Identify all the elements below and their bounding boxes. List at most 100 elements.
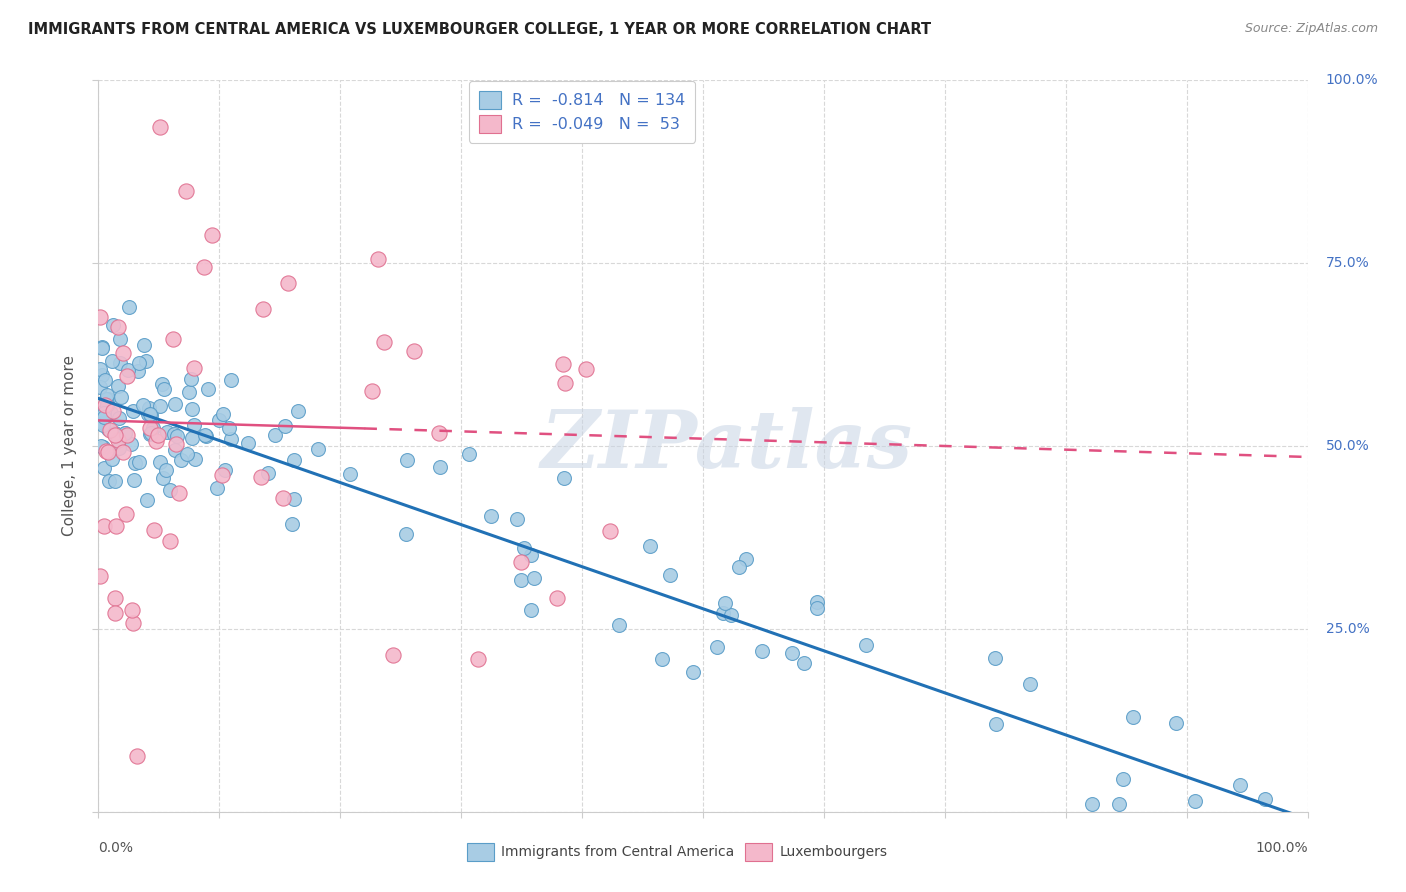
Point — [682, 665, 704, 679]
Point — [100, 451, 122, 466]
Point — [93, 519, 115, 533]
Point — [735, 552, 758, 566]
Point — [122, 404, 145, 418]
Point — [115, 427, 138, 442]
Point — [166, 429, 188, 443]
Text: 25.0%: 25.0% — [1326, 622, 1369, 636]
Point — [180, 372, 202, 386]
Point — [1184, 794, 1206, 808]
Point — [211, 467, 233, 482]
Point — [283, 452, 305, 467]
Point — [97, 445, 120, 459]
FancyBboxPatch shape — [745, 843, 772, 861]
Point — [1229, 778, 1251, 792]
Point — [520, 548, 543, 562]
Point — [782, 647, 804, 661]
Point — [132, 398, 155, 412]
Point — [122, 615, 145, 630]
Point — [94, 399, 117, 413]
Point — [139, 408, 162, 422]
Point — [107, 379, 129, 393]
Point — [128, 356, 150, 370]
Point — [94, 392, 117, 407]
Point — [184, 451, 207, 466]
Point — [180, 402, 202, 417]
Text: ZIPatlas: ZIPatlas — [541, 408, 914, 484]
Point — [1164, 715, 1187, 730]
Point — [1122, 710, 1144, 724]
Point — [523, 571, 546, 585]
Point — [139, 427, 162, 442]
Point — [176, 447, 198, 461]
Point — [280, 516, 302, 531]
Point — [706, 640, 728, 654]
Point — [107, 434, 129, 448]
Point — [104, 606, 127, 620]
Point — [105, 519, 128, 533]
Point — [91, 416, 114, 430]
Point — [162, 332, 184, 346]
Point — [607, 618, 630, 632]
Point — [458, 447, 481, 461]
Point — [94, 373, 117, 387]
Point — [513, 541, 536, 555]
Point — [118, 301, 141, 315]
Point — [238, 436, 260, 450]
Point — [101, 353, 124, 368]
Point — [307, 442, 329, 456]
Point — [806, 595, 828, 609]
Point — [112, 444, 135, 458]
Point — [575, 362, 598, 376]
Point — [104, 591, 127, 606]
Point — [134, 338, 156, 352]
Point — [91, 341, 114, 355]
Point — [156, 425, 179, 439]
Point — [429, 460, 451, 475]
Point — [152, 470, 174, 484]
Point — [96, 444, 118, 458]
Point — [136, 492, 159, 507]
Point — [179, 385, 201, 400]
Point — [546, 591, 568, 605]
Point — [1081, 797, 1104, 812]
Point — [159, 534, 181, 549]
Point — [195, 428, 218, 442]
Point — [139, 409, 162, 423]
Point — [751, 644, 773, 658]
Point — [103, 404, 125, 418]
Point — [90, 439, 112, 453]
Point — [107, 411, 129, 425]
Point — [148, 427, 170, 442]
Point — [367, 252, 389, 266]
Point — [201, 228, 224, 243]
Point — [218, 421, 240, 435]
Point — [250, 469, 273, 483]
Point — [120, 436, 142, 450]
Point — [181, 431, 204, 445]
Point — [115, 369, 138, 384]
Point — [89, 361, 111, 376]
Point — [211, 407, 233, 421]
Point — [125, 748, 148, 763]
Point — [128, 455, 150, 469]
Point — [1112, 772, 1135, 786]
Point — [96, 398, 118, 412]
Point — [396, 453, 419, 467]
Point — [90, 405, 112, 419]
Point — [91, 368, 114, 382]
Point — [193, 260, 215, 274]
Point — [720, 607, 742, 622]
Point — [167, 485, 190, 500]
Point — [793, 656, 815, 670]
Text: 100.0%: 100.0% — [1256, 841, 1308, 855]
Point — [138, 401, 160, 415]
Point — [727, 560, 749, 574]
Point — [256, 466, 278, 480]
Point — [90, 340, 112, 354]
Point — [98, 423, 121, 437]
Point — [986, 717, 1008, 731]
Point — [339, 467, 361, 482]
Point — [714, 596, 737, 610]
Point — [1253, 792, 1275, 806]
Point — [89, 310, 111, 324]
